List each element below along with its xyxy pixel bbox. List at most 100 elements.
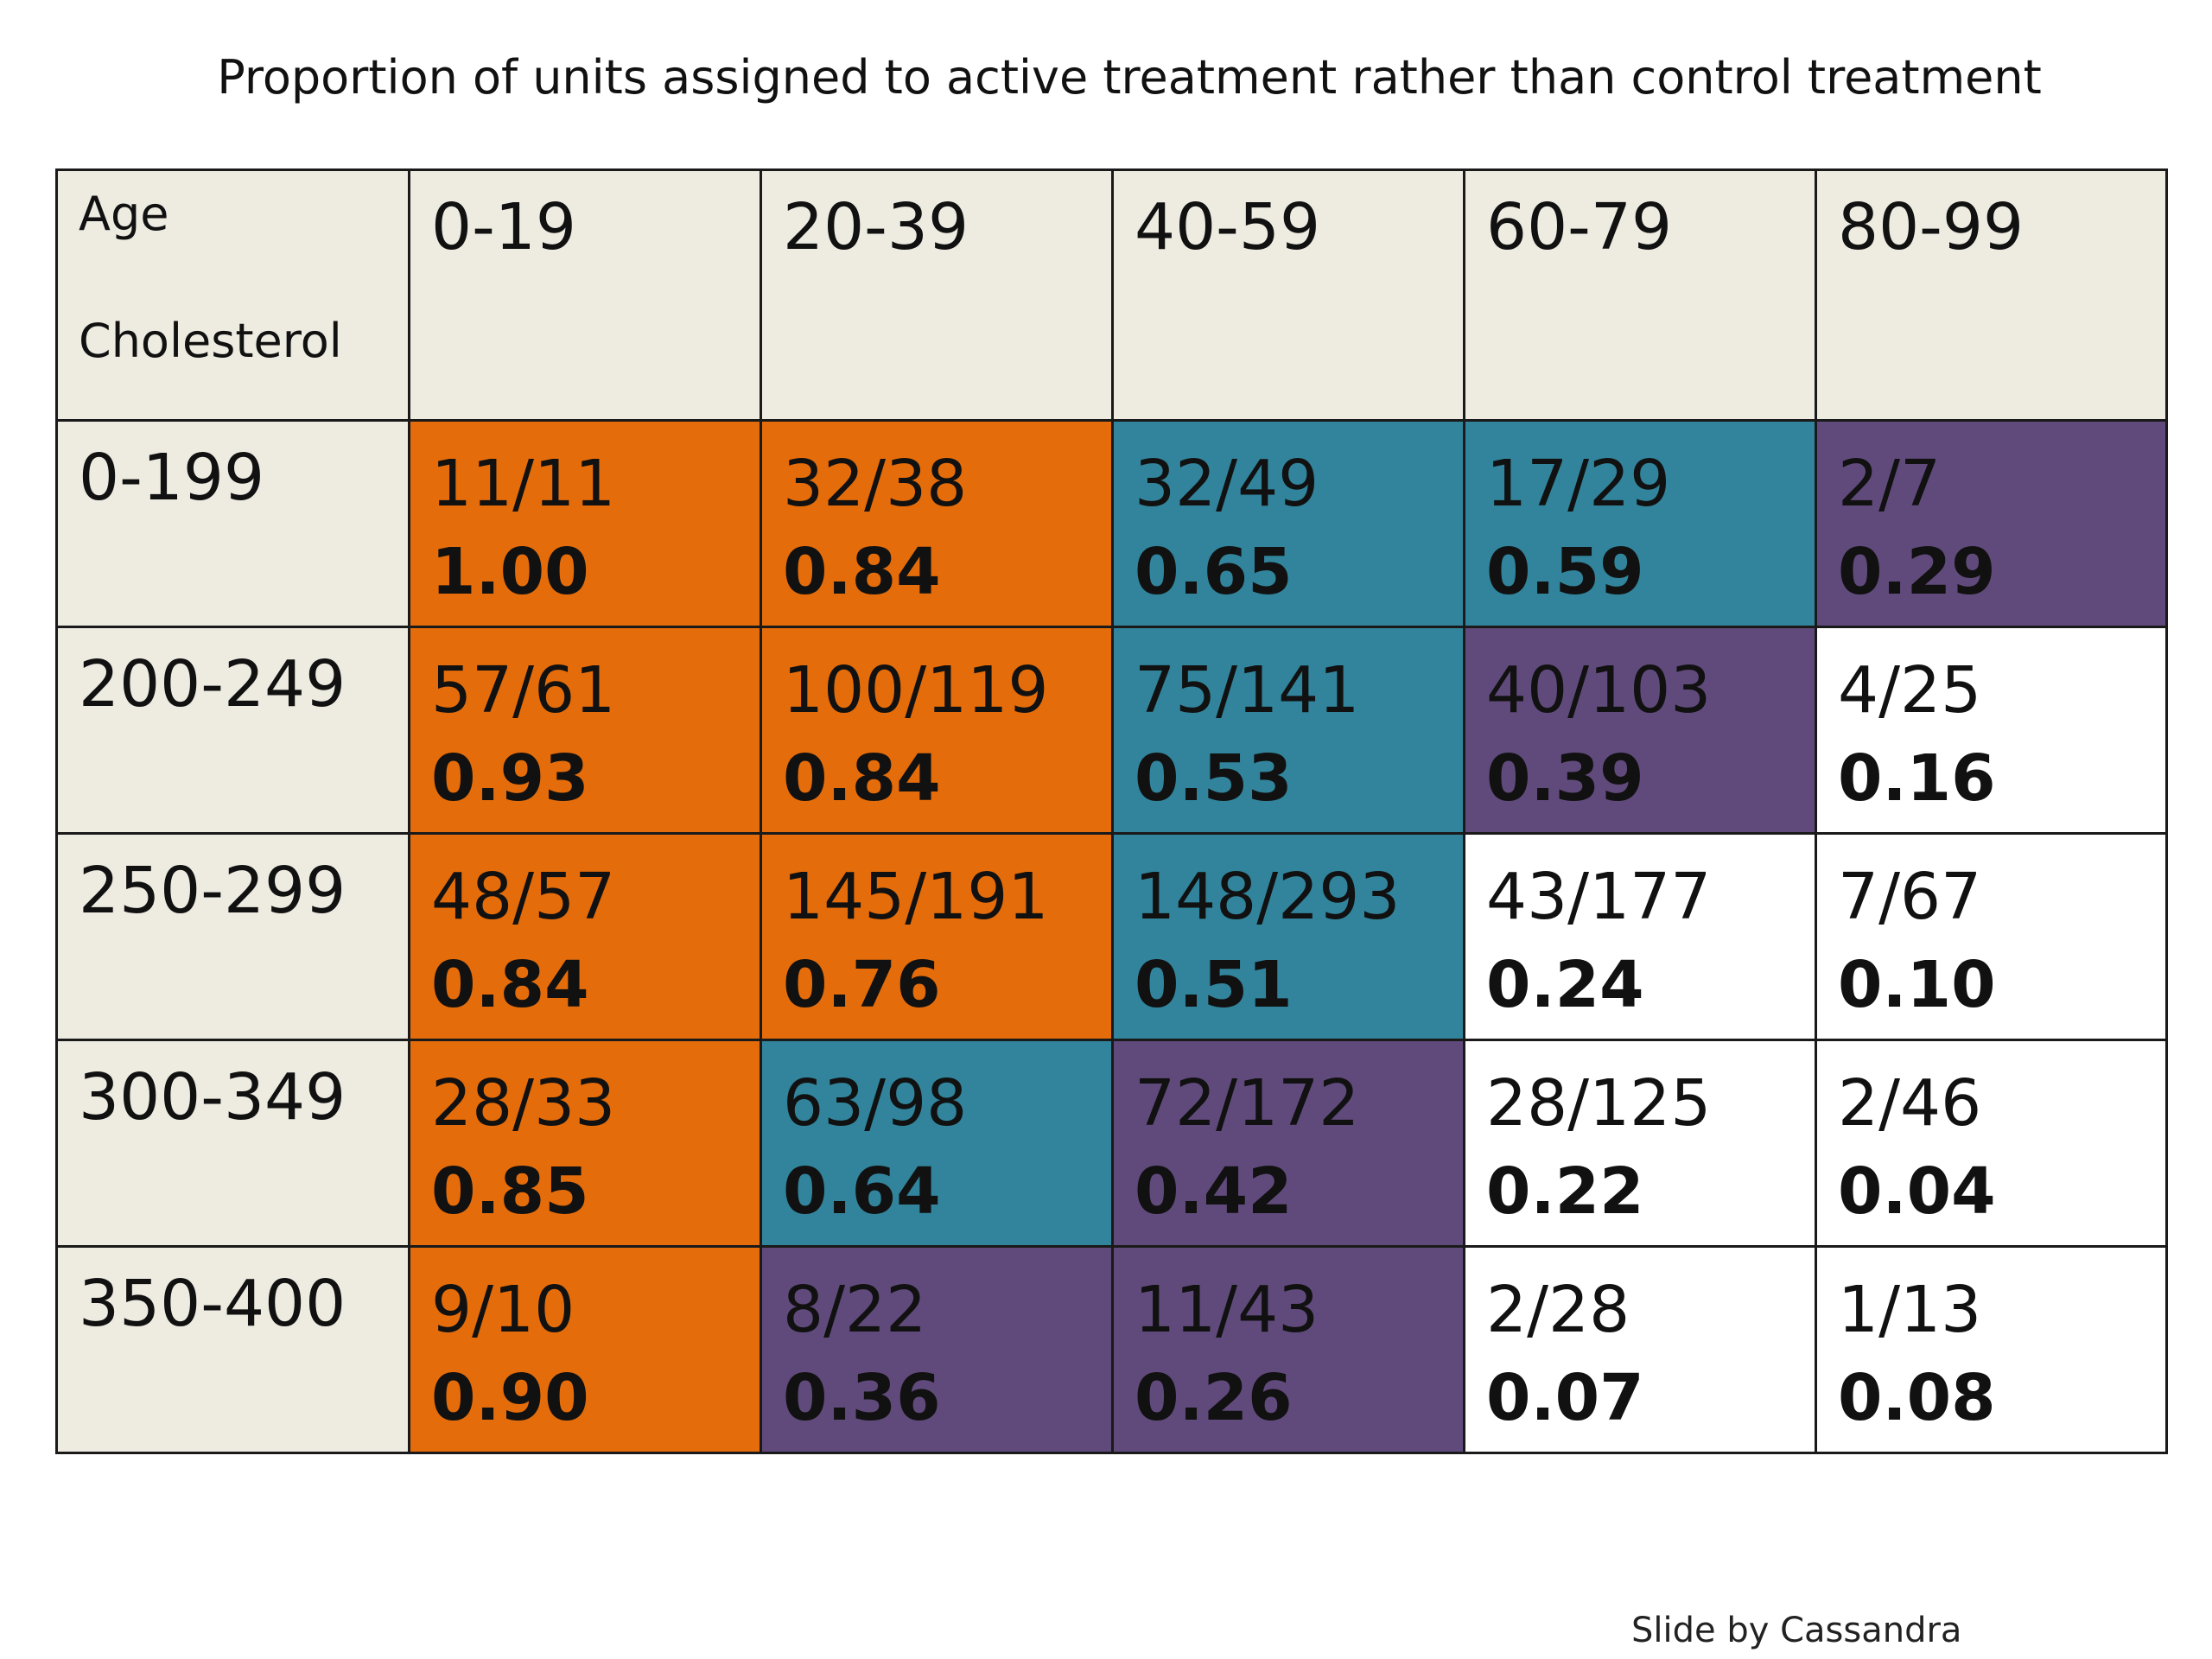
- fraction-label: 145/191: [783, 860, 1049, 934]
- data-cell: 2/7 0.29: [1815, 419, 2168, 628]
- age-range-label: 60-79: [1486, 190, 1673, 264]
- proportion-label: 0.76: [783, 948, 941, 1022]
- data-cell: 32/38 0.84: [760, 419, 1114, 628]
- data-cell: 145/191 0.76: [760, 832, 1114, 1041]
- age-range-label: 20-39: [783, 190, 969, 264]
- fraction-label: 17/29: [1486, 447, 1671, 521]
- age-range-label: 0-19: [431, 190, 576, 264]
- age-header-cell: 0-19: [408, 168, 762, 422]
- proportion-label: 0.42: [1135, 1154, 1293, 1229]
- fraction-label: 32/49: [1135, 447, 1319, 521]
- data-cell: 43/177 0.24: [1463, 832, 1817, 1041]
- fraction-label: 43/177: [1486, 860, 1712, 934]
- proportion-label: 0.84: [431, 948, 589, 1022]
- proportion-label: 0.29: [1838, 535, 1996, 609]
- fraction-label: 9/10: [431, 1273, 575, 1347]
- fraction-label: 40/103: [1486, 653, 1712, 728]
- age-axis-label: Age: [79, 187, 169, 241]
- proportion-label: 0.22: [1486, 1154, 1644, 1229]
- fraction-label: 48/57: [431, 860, 616, 934]
- table-row: 200-249 57/61 0.93 100/119 0.84 75/141 0.53 40/…: [55, 626, 2168, 835]
- fraction-label: 28/33: [431, 1066, 616, 1141]
- cholesterol-header-cell: 0-199: [55, 419, 410, 628]
- data-cell: 28/33 0.85: [408, 1039, 762, 1248]
- fraction-label: 8/22: [783, 1273, 927, 1347]
- proportion-label: 0.39: [1486, 741, 1644, 816]
- proportion-label: 0.24: [1486, 948, 1644, 1022]
- age-header-cell: 20-39: [760, 168, 1114, 422]
- cholesterol-header-cell: 350-400: [55, 1245, 410, 1454]
- data-cell: 4/25 0.16: [1815, 626, 2168, 835]
- fraction-label: 28/125: [1486, 1066, 1712, 1141]
- proportion-label: 0.10: [1838, 948, 1996, 1022]
- proportion-label: 0.84: [783, 535, 941, 609]
- cholesterol-range-label: 350-400: [79, 1267, 346, 1341]
- proportion-label: 1.00: [431, 535, 589, 609]
- data-cell: 75/141 0.53: [1111, 626, 1465, 835]
- fraction-label: 2/7: [1838, 447, 1942, 521]
- cholesterol-range-label: 300-349: [79, 1060, 346, 1135]
- proportion-label: 0.84: [783, 741, 941, 816]
- fraction-label: 148/293: [1135, 860, 1401, 934]
- data-cell: 63/98 0.64: [760, 1039, 1114, 1248]
- proportion-label: 0.90: [431, 1361, 589, 1435]
- table-body: Age Cholesterol 0-19 20-39 40-59 60-79 8…: [55, 168, 2168, 1454]
- proportion-label: 0.36: [783, 1361, 941, 1435]
- age-range-label: 80-99: [1838, 190, 2024, 264]
- proportion-label: 0.85: [431, 1154, 589, 1229]
- chart-title: Proportion of units assigned to active t…: [217, 50, 2042, 105]
- data-cell: 17/29 0.59: [1463, 419, 1817, 628]
- cholesterol-header-cell: 250-299: [55, 832, 410, 1041]
- age-range-label: 40-59: [1135, 190, 1321, 264]
- data-cell: 148/293 0.51: [1111, 832, 1465, 1041]
- slide-credit: Slide by Cassandra: [1631, 1611, 1962, 1650]
- proportion-label: 0.65: [1135, 535, 1293, 609]
- proportion-label: 0.93: [431, 741, 589, 816]
- table-row: 350-400 9/10 0.90 8/22 0.36 11/43 0.26 2/28 0.07…: [55, 1245, 2168, 1454]
- proportion-label: 0.16: [1838, 741, 1996, 816]
- fraction-label: 1/13: [1838, 1273, 1982, 1347]
- proportion-label: 0.07: [1486, 1361, 1644, 1435]
- data-cell: 9/10 0.90: [408, 1245, 762, 1454]
- fraction-label: 4/25: [1838, 653, 1982, 728]
- age-header-cell: 40-59: [1111, 168, 1465, 422]
- fraction-label: 7/67: [1838, 860, 1982, 934]
- proportion-table: Age Cholesterol 0-19 20-39 40-59 60-79 8…: [55, 168, 2168, 1454]
- fraction-label: 75/141: [1135, 653, 1360, 728]
- fraction-label: 11/11: [431, 447, 616, 521]
- fraction-label: 32/38: [783, 447, 968, 521]
- fraction-label: 2/46: [1838, 1066, 1982, 1141]
- data-cell: 7/67 0.10: [1815, 832, 2168, 1041]
- data-cell: 11/11 1.00: [408, 419, 762, 628]
- proportion-label: 0.51: [1135, 948, 1293, 1022]
- data-cell: 2/46 0.04: [1815, 1039, 2168, 1248]
- fraction-label: 63/98: [783, 1066, 968, 1141]
- proportion-label: 0.08: [1838, 1361, 1996, 1435]
- cholesterol-range-label: 250-299: [79, 854, 346, 928]
- cholesterol-range-label: 200-249: [79, 647, 346, 721]
- fraction-label: 57/61: [431, 653, 616, 728]
- proportion-label: 0.64: [783, 1154, 941, 1229]
- data-cell: 8/22 0.36: [760, 1245, 1114, 1454]
- age-header-cell: 60-79: [1463, 168, 1817, 422]
- data-cell: 32/49 0.65: [1111, 419, 1465, 628]
- data-cell: 100/119 0.84: [760, 626, 1114, 835]
- data-cell: 48/57 0.84: [408, 832, 762, 1041]
- fraction-label: 72/172: [1135, 1066, 1360, 1141]
- cholesterol-axis-label: Cholesterol: [79, 314, 342, 368]
- table-row: 0-199 11/11 1.00 32/38 0.84 32/49 0.65 17/29 0.5…: [55, 419, 2168, 628]
- proportion-label: 0.53: [1135, 741, 1293, 816]
- data-cell: 1/13 0.08: [1815, 1245, 2168, 1454]
- corner-header-cell: Age Cholesterol: [55, 168, 410, 422]
- age-header-cell: 80-99: [1815, 168, 2168, 422]
- fraction-label: 2/28: [1486, 1273, 1630, 1347]
- table-row: 300-349 28/33 0.85 63/98 0.64 72/172 0.42 28/12…: [55, 1039, 2168, 1248]
- proportion-label: 0.59: [1486, 535, 1644, 609]
- cholesterol-header-cell: 200-249: [55, 626, 410, 835]
- data-cell: 2/28 0.07: [1463, 1245, 1817, 1454]
- data-cell: 40/103 0.39: [1463, 626, 1817, 835]
- cholesterol-range-label: 0-199: [79, 441, 265, 515]
- data-cell: 72/172 0.42: [1111, 1039, 1465, 1248]
- cholesterol-header-cell: 300-349: [55, 1039, 410, 1248]
- fraction-label: 100/119: [783, 653, 1049, 728]
